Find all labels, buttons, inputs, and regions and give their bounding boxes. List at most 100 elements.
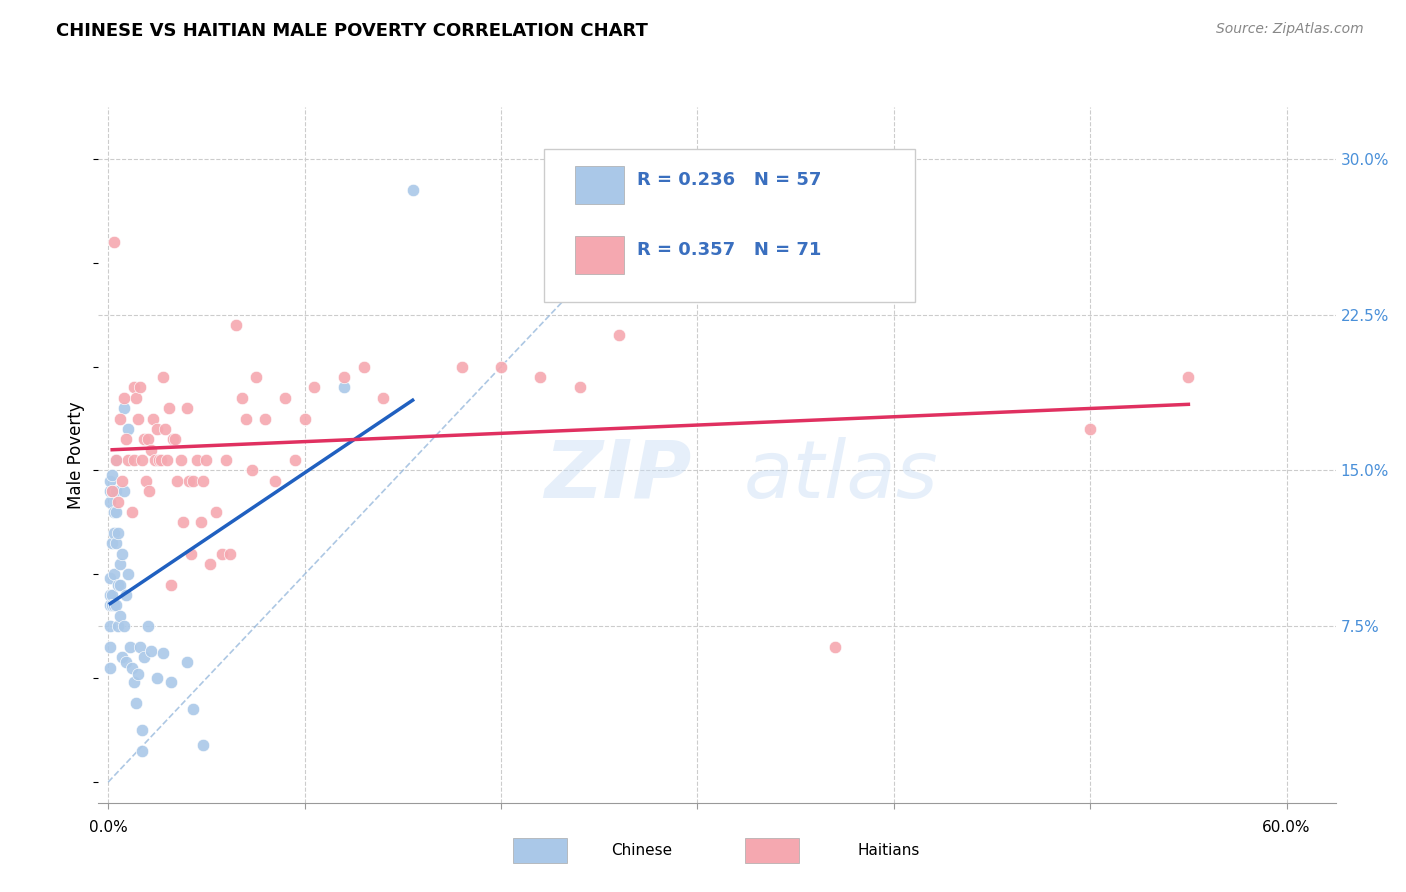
Point <box>132 650 155 665</box>
Point <box>205 505 228 519</box>
Point <box>111 650 134 665</box>
Point <box>163 433 186 447</box>
Point <box>101 467 124 482</box>
Text: atlas: atlas <box>744 437 938 515</box>
Point <box>401 183 423 197</box>
Point <box>138 484 160 499</box>
Point <box>148 453 170 467</box>
Point <box>150 453 173 467</box>
FancyBboxPatch shape <box>575 166 624 204</box>
Point <box>117 567 139 582</box>
Point <box>333 380 356 394</box>
Point <box>353 359 375 374</box>
Point <box>121 505 143 519</box>
Point <box>152 646 174 660</box>
Point <box>181 702 204 716</box>
Point <box>105 505 128 519</box>
Point <box>141 442 163 457</box>
Point <box>112 484 135 499</box>
FancyBboxPatch shape <box>575 235 624 274</box>
Point <box>105 599 128 613</box>
Point <box>122 453 145 467</box>
Point <box>107 578 129 592</box>
Point <box>125 391 148 405</box>
Point <box>142 411 165 425</box>
Point <box>108 608 131 623</box>
Point <box>101 588 124 602</box>
Point <box>284 453 307 467</box>
Point <box>231 391 253 405</box>
Point <box>105 453 128 467</box>
Point <box>128 380 150 394</box>
Point <box>333 370 356 384</box>
Point <box>101 599 124 613</box>
Point <box>191 474 214 488</box>
Point <box>98 661 121 675</box>
Point <box>127 411 149 425</box>
Point <box>170 453 193 467</box>
Text: ZIP: ZIP <box>544 437 692 515</box>
Point <box>294 411 316 425</box>
Point <box>195 453 218 467</box>
Point <box>98 484 121 499</box>
Point <box>160 675 183 690</box>
Point <box>211 547 233 561</box>
Point <box>132 433 155 447</box>
Y-axis label: Male Poverty: Male Poverty <box>67 401 86 508</box>
Text: Chinese: Chinese <box>612 844 672 858</box>
Text: R = 0.357   N = 71: R = 0.357 N = 71 <box>637 241 821 259</box>
Point <box>135 474 157 488</box>
Point <box>274 391 297 405</box>
Point <box>141 644 163 658</box>
Point <box>136 433 159 447</box>
Point <box>107 494 129 508</box>
Point <box>131 744 153 758</box>
Point <box>101 484 124 499</box>
Point <box>1177 370 1199 384</box>
Point <box>103 235 125 249</box>
Point <box>131 453 153 467</box>
Point <box>127 667 149 681</box>
Point <box>304 380 326 394</box>
Point <box>112 391 135 405</box>
Point <box>98 474 121 488</box>
Point <box>115 588 138 602</box>
Point <box>98 640 121 654</box>
Point <box>529 370 551 384</box>
Point <box>101 536 124 550</box>
Point <box>607 328 630 343</box>
Point <box>122 675 145 690</box>
Point <box>568 380 591 394</box>
Point <box>103 505 125 519</box>
Point <box>156 453 179 467</box>
Point <box>117 422 139 436</box>
Point <box>122 380 145 394</box>
Point <box>107 525 129 540</box>
Point <box>121 661 143 675</box>
Point <box>157 401 180 416</box>
Point <box>111 474 134 488</box>
Point <box>181 474 204 488</box>
Point <box>115 433 138 447</box>
Point <box>115 655 138 669</box>
Point <box>107 619 129 633</box>
Point <box>108 557 131 571</box>
Point <box>131 723 153 738</box>
Point <box>240 463 263 477</box>
Point <box>105 453 128 467</box>
Point <box>105 484 128 499</box>
Point <box>176 401 198 416</box>
Point <box>254 411 277 425</box>
Point <box>172 516 194 530</box>
Point <box>103 567 125 582</box>
Point <box>146 671 169 685</box>
Text: Haitians: Haitians <box>858 844 920 858</box>
Point <box>166 474 188 488</box>
Point <box>145 453 167 467</box>
Text: 60.0%: 60.0% <box>1263 821 1310 835</box>
Point <box>219 547 242 561</box>
Point <box>108 578 131 592</box>
Point <box>186 453 208 467</box>
Point <box>264 474 287 488</box>
Point <box>215 453 238 467</box>
